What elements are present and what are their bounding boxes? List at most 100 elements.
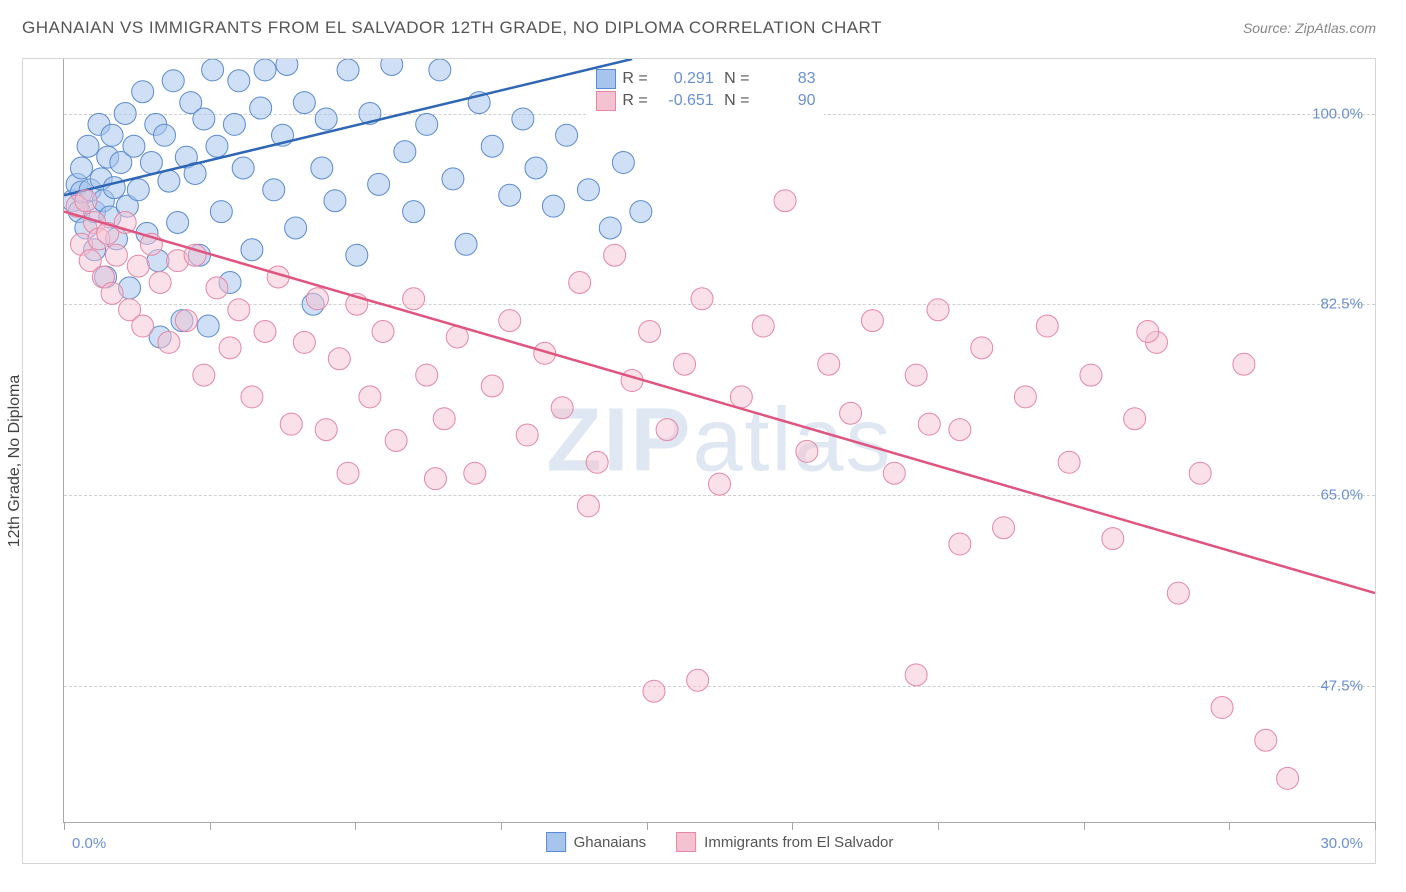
scatter-point bbox=[599, 217, 621, 239]
scatter-point bbox=[905, 364, 927, 386]
scatter-point bbox=[337, 59, 359, 81]
scatter-point bbox=[123, 135, 145, 157]
scatter-point bbox=[167, 212, 189, 234]
legend-swatch bbox=[546, 832, 566, 852]
scatter-point bbox=[250, 97, 272, 119]
scatter-point bbox=[1080, 364, 1102, 386]
scatter-point bbox=[149, 271, 171, 293]
scatter-point bbox=[403, 201, 425, 223]
legend-item-ghanaians: Ghanaians bbox=[546, 832, 647, 852]
scatter-point bbox=[315, 419, 337, 441]
scatter-point bbox=[1036, 315, 1058, 337]
scatter-point bbox=[1233, 353, 1255, 375]
scatter-point bbox=[1277, 767, 1299, 789]
scatter-point bbox=[429, 59, 451, 81]
scatter-point bbox=[346, 244, 368, 266]
scatter-point bbox=[752, 315, 774, 337]
legend-label: Immigrants from El Salvador bbox=[704, 834, 893, 851]
scatter-point bbox=[1189, 462, 1211, 484]
scatter-point bbox=[442, 168, 464, 190]
scatter-point bbox=[516, 424, 538, 446]
scatter-point bbox=[949, 419, 971, 441]
scatter-point bbox=[293, 92, 315, 114]
scatter-point bbox=[905, 664, 927, 686]
scatter-point bbox=[403, 288, 425, 310]
scatter-point bbox=[1102, 528, 1124, 550]
scatter-point bbox=[254, 59, 276, 81]
scatter-point bbox=[416, 364, 438, 386]
scatter-point bbox=[774, 190, 796, 212]
scatter-point bbox=[324, 190, 346, 212]
scatter-point bbox=[818, 353, 840, 375]
scatter-point bbox=[525, 157, 547, 179]
scatter-point bbox=[621, 370, 643, 392]
scatter-point bbox=[639, 321, 661, 343]
scatter-point bbox=[455, 233, 477, 255]
scatter-point bbox=[311, 157, 333, 179]
scatter-point bbox=[464, 462, 486, 484]
scatter-point bbox=[175, 310, 197, 332]
scatter-point bbox=[1014, 386, 1036, 408]
scatter-point bbox=[193, 108, 215, 130]
scatter-point bbox=[709, 473, 731, 495]
scatter-point bbox=[551, 397, 573, 419]
legend-bottom: Ghanaians Immigrants from El Salvador bbox=[546, 832, 894, 852]
scatter-point bbox=[154, 124, 176, 146]
scatter-point bbox=[127, 179, 149, 201]
scatter-point bbox=[687, 669, 709, 691]
scatter-point bbox=[586, 451, 608, 473]
source-attribution: Source: ZipAtlas.com bbox=[1243, 20, 1376, 36]
scatter-point bbox=[730, 386, 752, 408]
scatter-point bbox=[971, 337, 993, 359]
chart-title: GHANAIAN VS IMMIGRANTS FROM EL SALVADOR … bbox=[22, 18, 882, 38]
scatter-svg bbox=[64, 59, 1375, 822]
scatter-point bbox=[840, 402, 862, 424]
scatter-point bbox=[656, 419, 678, 441]
scatter-point bbox=[612, 152, 634, 174]
scatter-point bbox=[424, 468, 446, 490]
scatter-point bbox=[114, 103, 136, 125]
legend-label: Ghanaians bbox=[574, 834, 647, 851]
scatter-point bbox=[1137, 321, 1159, 343]
scatter-point bbox=[1124, 408, 1146, 430]
scatter-point bbox=[643, 680, 665, 702]
scatter-point bbox=[293, 331, 315, 353]
scatter-point bbox=[158, 331, 180, 353]
scatter-point bbox=[101, 124, 123, 146]
scatter-point bbox=[315, 108, 337, 130]
scatter-point bbox=[202, 59, 224, 81]
scatter-point bbox=[101, 282, 123, 304]
legend-swatch bbox=[676, 832, 696, 852]
scatter-point bbox=[280, 413, 302, 435]
scatter-point bbox=[210, 201, 232, 223]
scatter-point bbox=[499, 310, 521, 332]
scatter-point bbox=[569, 271, 591, 293]
scatter-point bbox=[127, 255, 149, 277]
scatter-point bbox=[861, 310, 883, 332]
scatter-point bbox=[228, 70, 250, 92]
scatter-point bbox=[70, 157, 92, 179]
scatter-point bbox=[241, 386, 263, 408]
scatter-point bbox=[883, 462, 905, 484]
scatter-point bbox=[604, 244, 626, 266]
scatter-point bbox=[75, 190, 97, 212]
scatter-point bbox=[103, 177, 125, 199]
scatter-point bbox=[918, 413, 940, 435]
legend-item-elsalvador: Immigrants from El Salvador bbox=[676, 832, 893, 852]
scatter-point bbox=[385, 430, 407, 452]
scatter-point bbox=[158, 170, 180, 192]
scatter-point bbox=[219, 337, 241, 359]
scatter-point bbox=[328, 348, 350, 370]
scatter-point bbox=[927, 299, 949, 321]
scatter-point bbox=[416, 113, 438, 135]
scatter-point bbox=[368, 173, 390, 195]
y-axis-label: 12th Grade, No Diploma bbox=[6, 375, 24, 548]
scatter-point bbox=[193, 364, 215, 386]
scatter-point bbox=[337, 462, 359, 484]
scatter-point bbox=[949, 533, 971, 555]
scatter-point bbox=[197, 315, 219, 337]
scatter-point bbox=[556, 124, 578, 146]
scatter-point bbox=[1058, 451, 1080, 473]
scatter-point bbox=[263, 179, 285, 201]
scatter-point bbox=[993, 517, 1015, 539]
